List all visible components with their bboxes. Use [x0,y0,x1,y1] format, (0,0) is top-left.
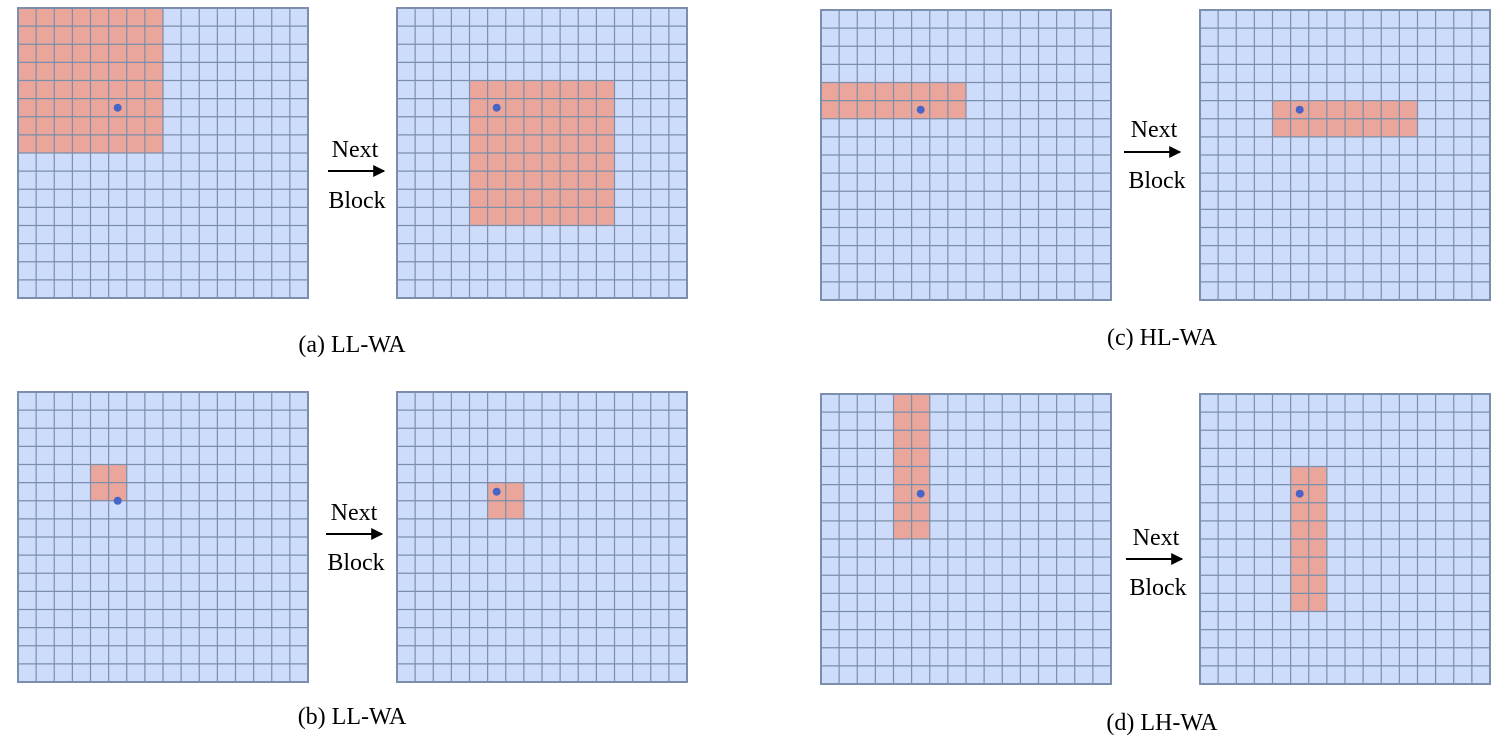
panel-a: Next Block (a) LL-WA [17,7,688,358]
grid-border [820,9,1112,301]
query-point-dot [1295,105,1304,114]
query-point-dot [492,487,501,496]
panel-b-caption: (b) LL-WA [298,704,407,730]
grid-border [396,7,688,299]
arrow-label-next: Next [1133,525,1180,551]
arrow-label-next: Next [331,500,378,526]
panel-a-after-grid [396,7,688,299]
query-point-dot [1295,489,1304,498]
grid-border [17,7,309,299]
panel-a-next-block-arrow: Next Block [328,137,386,214]
panel-d-after-grid [1199,393,1491,685]
arrow-label-block: Block [327,550,384,576]
panel-b: Next Block (b) LL-WA [17,391,688,730]
panel-c-before-grid [820,9,1112,301]
arrow-label-block: Block [328,188,385,214]
panel-c: Next Block (c) HL-WA [820,9,1491,351]
arrow-label-block: Block [1128,168,1185,194]
query-point-dot [916,489,925,498]
query-point-dot [113,496,122,505]
grid-border [1199,393,1491,685]
panel-c-after-grid [1199,9,1491,301]
grid-border [1199,9,1491,301]
panel-d-next-block-arrow: Next Block [1126,525,1187,601]
query-point-dot [492,103,501,112]
panel-b-before-grid [17,391,309,683]
panel-d-before-grid [820,393,1112,685]
arrow-label-block: Block [1129,575,1186,601]
panel-c-next-block-arrow: Next Block [1124,117,1186,194]
grid-border [396,391,688,683]
panel-a-before-grid [17,7,309,299]
panel-a-caption: (a) LL-WA [298,332,406,358]
grid-border [17,391,309,683]
query-point-dot [113,103,122,112]
panel-b-after-grid [396,391,688,683]
arrow-label-next: Next [1131,117,1178,143]
grid-border [820,393,1112,685]
arrow-label-next: Next [332,137,379,163]
panel-d: Next Block (d) LH-WA [820,393,1491,736]
panel-b-next-block-arrow: Next Block [326,500,385,576]
panel-c-caption: (c) HL-WA [1107,325,1218,351]
query-point-dot [916,105,925,114]
panel-d-caption: (d) LH-WA [1106,710,1218,736]
